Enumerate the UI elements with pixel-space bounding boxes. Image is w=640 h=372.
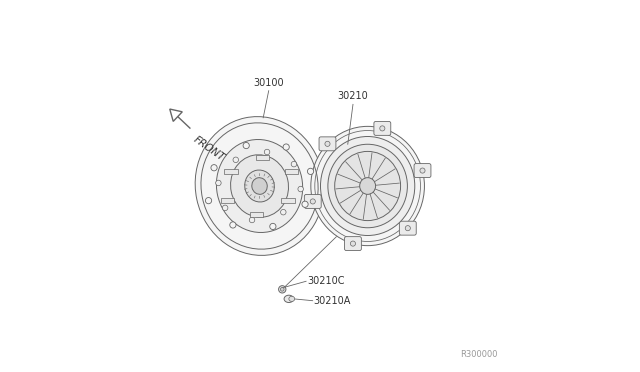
Text: R300000: R300000 — [460, 350, 498, 359]
Text: 30210: 30210 — [338, 92, 369, 102]
Ellipse shape — [233, 157, 239, 163]
Ellipse shape — [195, 116, 324, 256]
Ellipse shape — [230, 222, 236, 228]
Ellipse shape — [310, 199, 316, 204]
Ellipse shape — [420, 168, 425, 173]
FancyBboxPatch shape — [221, 198, 234, 203]
Ellipse shape — [360, 178, 376, 194]
Ellipse shape — [328, 144, 408, 228]
Ellipse shape — [216, 140, 303, 232]
Ellipse shape — [264, 149, 270, 155]
FancyBboxPatch shape — [374, 121, 391, 135]
Ellipse shape — [298, 186, 303, 192]
FancyBboxPatch shape — [414, 164, 431, 177]
Text: FRONT: FRONT — [192, 135, 227, 163]
FancyBboxPatch shape — [282, 198, 294, 203]
Polygon shape — [170, 109, 182, 121]
Ellipse shape — [249, 217, 255, 223]
FancyBboxPatch shape — [250, 212, 263, 217]
Text: 30210C: 30210C — [307, 276, 345, 286]
Text: 30210A: 30210A — [314, 296, 351, 306]
Ellipse shape — [321, 137, 415, 235]
Ellipse shape — [278, 286, 286, 293]
Ellipse shape — [289, 296, 294, 301]
FancyBboxPatch shape — [225, 169, 237, 174]
FancyBboxPatch shape — [256, 155, 269, 160]
Ellipse shape — [302, 201, 308, 207]
Ellipse shape — [216, 180, 221, 186]
Ellipse shape — [269, 223, 276, 230]
Ellipse shape — [222, 205, 228, 211]
Ellipse shape — [243, 142, 250, 149]
Ellipse shape — [335, 151, 401, 221]
FancyBboxPatch shape — [319, 137, 336, 151]
Ellipse shape — [284, 295, 294, 302]
Ellipse shape — [211, 165, 217, 171]
Ellipse shape — [280, 288, 284, 291]
Ellipse shape — [380, 126, 385, 131]
Ellipse shape — [291, 161, 297, 167]
FancyBboxPatch shape — [305, 195, 321, 208]
Ellipse shape — [311, 126, 424, 246]
Ellipse shape — [405, 225, 410, 231]
Ellipse shape — [283, 144, 289, 150]
FancyBboxPatch shape — [285, 169, 298, 174]
FancyBboxPatch shape — [344, 237, 362, 251]
Text: 30100: 30100 — [253, 78, 284, 88]
Ellipse shape — [325, 141, 330, 147]
Ellipse shape — [205, 198, 212, 204]
Ellipse shape — [280, 209, 286, 215]
Ellipse shape — [307, 168, 314, 174]
Ellipse shape — [244, 170, 275, 202]
FancyBboxPatch shape — [399, 221, 416, 235]
Ellipse shape — [252, 178, 268, 194]
Ellipse shape — [350, 241, 355, 246]
Ellipse shape — [230, 155, 289, 217]
